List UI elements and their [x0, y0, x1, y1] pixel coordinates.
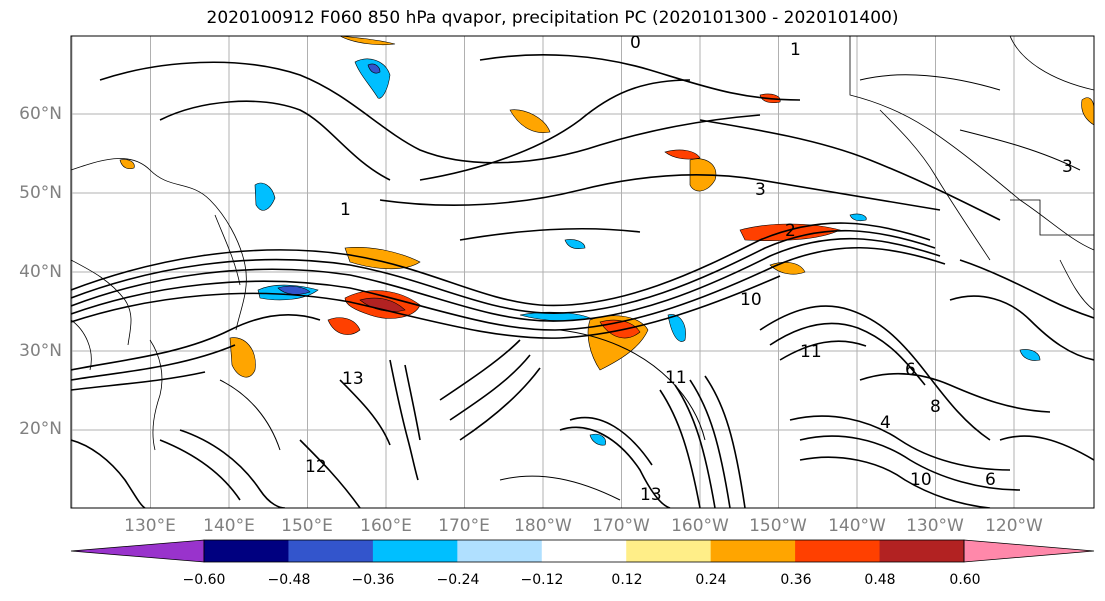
lon-tick-label: 170°E — [438, 516, 490, 536]
contour-label: 10 — [910, 470, 932, 490]
colorbar-label: −0.12 — [520, 572, 564, 588]
colorbar-label: −0.24 — [436, 572, 480, 588]
contour-label: 11 — [665, 368, 687, 388]
colorbar-label: 0.12 — [611, 572, 643, 588]
lon-tick-label: 160°E — [360, 516, 412, 536]
qvapor-contours — [71, 53, 1094, 508]
lon-tick-label: 150°W — [749, 516, 807, 536]
contour-label: 0 — [630, 33, 641, 53]
contour-label: 1 — [790, 40, 801, 60]
lon-tick-label: 140°W — [828, 516, 886, 536]
colorbar-label: 0.24 — [695, 572, 727, 588]
colorbar-label: −0.60 — [182, 572, 226, 588]
colorbar-label: −0.36 — [351, 572, 395, 588]
lat-tick-label: 40°N — [19, 262, 62, 282]
lat-tick-label: 60°N — [19, 104, 62, 124]
lon-tick-label: 150°E — [281, 516, 333, 536]
colorbar-label: −0.48 — [267, 572, 311, 588]
lon-tick-label: 170°W — [592, 516, 650, 536]
contour-label: 6 — [985, 470, 996, 490]
contour-label: 3 — [755, 180, 766, 200]
contour-label: 2 — [785, 221, 796, 241]
colorbar-label: 0.60 — [949, 572, 981, 588]
lon-tick-label: 160°W — [671, 516, 729, 536]
colorbar-label: 0.36 — [780, 572, 812, 588]
lat-tick-label: 30°N — [19, 341, 62, 361]
map-frame — [70, 35, 1095, 509]
contour-label: 13 — [342, 369, 364, 389]
contour-label: 6 — [905, 360, 916, 380]
contour-label: 11 — [800, 342, 822, 362]
contour-label: 4 — [880, 413, 891, 433]
contour-label-layer: 13 13 12 11 11 10 10 8 6 6 4 3 3 2 1 1 0 — [305, 33, 1073, 505]
contour-label: 13 — [640, 485, 662, 505]
lat-tick-label: 50°N — [19, 183, 62, 203]
contour-label: 8 — [930, 397, 941, 417]
colorbar-label: 0.48 — [864, 572, 896, 588]
gridlines — [71, 36, 1094, 508]
lat-tick-label: 20°N — [19, 419, 62, 439]
map-layer — [71, 36, 1094, 508]
coastlines — [71, 36, 1094, 451]
lon-tick-label: 130°E — [124, 516, 176, 536]
lon-tick-label: 140°E — [203, 516, 255, 536]
contour-label: 3 — [1062, 157, 1073, 177]
map-title: 2020100912 F060 850 hPa qvapor, precipit… — [206, 8, 899, 28]
contour-label: 10 — [740, 290, 762, 310]
lon-tick-label: 180°W — [514, 516, 572, 536]
contour-label: 1 — [340, 200, 351, 220]
contour-label: 12 — [305, 457, 327, 477]
qvapor-contours-thin — [219, 74, 1081, 501]
lon-tick-label: 130°W — [906, 516, 964, 536]
precip-anomaly-fill — [119, 36, 1094, 446]
lon-tick-label: 120°W — [985, 516, 1043, 536]
